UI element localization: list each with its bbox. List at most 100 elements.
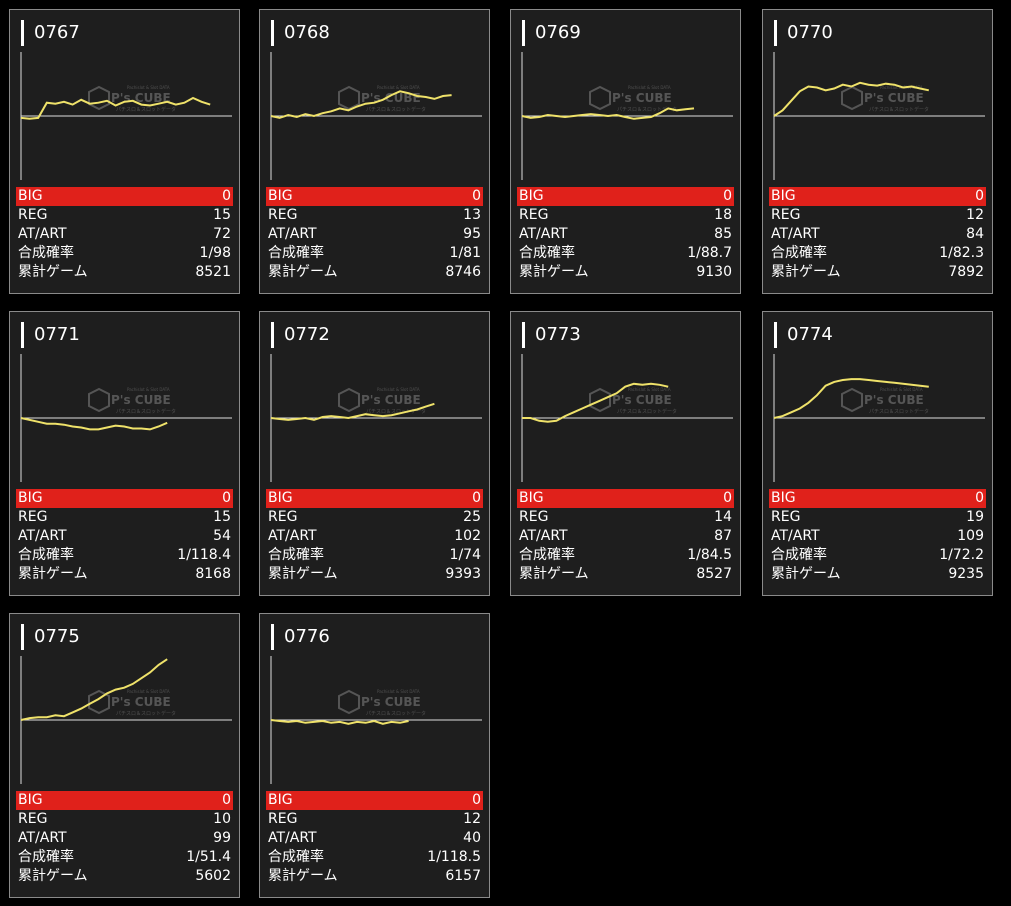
stat-label: AT/ART xyxy=(519,528,568,544)
stat-value: 10 xyxy=(213,811,231,827)
stat-row-games: 累計ゲーム 8527 xyxy=(517,565,734,584)
machine-number: 0772 xyxy=(271,322,330,348)
stat-value: 1/81 xyxy=(449,245,481,261)
stat-row-atart: AT/ART 85 xyxy=(517,225,734,244)
stat-row-atart: AT/ART 84 xyxy=(769,225,986,244)
stat-value: 0 xyxy=(472,490,481,506)
stat-value: 18 xyxy=(714,207,732,223)
stat-row-big: BIG 0 xyxy=(16,187,233,206)
machine-card-0775[interactable]: 0775 Pachislot & Slot DATA P's CUBE パチスロ… xyxy=(9,613,240,898)
machine-number: 0776 xyxy=(271,624,330,650)
stat-row-reg: REG 12 xyxy=(266,810,483,829)
watermark-logo-text: P's CUBE xyxy=(864,91,924,105)
stat-value: 12 xyxy=(966,207,984,223)
stat-value: 1/82.3 xyxy=(939,245,984,261)
stat-value: 0 xyxy=(222,490,231,506)
stat-value: 9130 xyxy=(696,264,732,280)
stat-label: BIG xyxy=(268,188,293,204)
stat-row-combined: 合成確率 1/82.3 xyxy=(769,244,986,263)
stat-label: REG xyxy=(519,207,549,223)
stat-value: 85 xyxy=(714,226,732,242)
stat-row-atart: AT/ART 54 xyxy=(16,527,233,546)
watermark-logo: Pachislot & Slot DATA P's CUBE パチスロ＆スロット… xyxy=(88,387,176,415)
stat-row-combined: 合成確率 1/74 xyxy=(266,546,483,565)
watermark-line2: パチスロ＆スロットデータ xyxy=(366,106,426,113)
stat-value: 14 xyxy=(714,509,732,525)
watermark-line2: パチスロ＆スロットデータ xyxy=(869,408,929,415)
stat-label: AT/ART xyxy=(771,226,820,242)
stat-label: 合成確率 xyxy=(268,849,324,865)
watermark-logo: Pachislot & Slot DATA P's CUBE パチスロ＆スロット… xyxy=(841,85,929,113)
stat-value: 12 xyxy=(463,811,481,827)
machine-card-0773[interactable]: 0773 Pachislot & Slot DATA P's CUBE パチスロ… xyxy=(510,311,741,596)
machine-number: 0768 xyxy=(271,20,330,46)
stat-label: REG xyxy=(771,509,801,525)
stat-label: BIG xyxy=(519,490,544,506)
stat-value: 0 xyxy=(472,792,481,808)
trend-graph: Pachislot & Slot DATA P's CUBE パチスロ＆スロット… xyxy=(20,656,232,784)
stat-value: 102 xyxy=(454,528,481,544)
watermark-line1: Pachislot & Slot DATA xyxy=(628,387,671,392)
stat-value: 0 xyxy=(723,490,732,506)
stat-row-games: 累計ゲーム 9130 xyxy=(517,263,734,282)
stat-label: 合成確率 xyxy=(18,849,74,865)
machine-card-0771[interactable]: 0771 Pachislot & Slot DATA P's CUBE パチスロ… xyxy=(9,311,240,596)
stat-label: AT/ART xyxy=(18,226,67,242)
stat-label: 累計ゲーム xyxy=(771,566,841,582)
machine-card-0768[interactable]: 0768 Pachislot & Slot DATA P's CUBE パチスロ… xyxy=(259,9,490,294)
watermark-line2: パチスロ＆スロットデータ xyxy=(116,408,176,415)
stat-row-atart: AT/ART 87 xyxy=(517,527,734,546)
stat-label: 累計ゲーム xyxy=(18,264,88,280)
stat-value: 15 xyxy=(213,207,231,223)
stat-label: 累計ゲーム xyxy=(519,264,589,280)
stat-label: 合成確率 xyxy=(18,245,74,261)
stat-label: 累計ゲーム xyxy=(771,264,841,280)
trend-graph: Pachislot & Slot DATA P's CUBE パチスロ＆スロット… xyxy=(773,52,985,180)
watermark-logo-text: P's CUBE xyxy=(361,695,421,709)
machine-number: 0767 xyxy=(21,20,80,46)
stat-label: BIG xyxy=(18,188,43,204)
stat-label: 累計ゲーム xyxy=(18,566,88,582)
stat-row-games: 累計ゲーム 7892 xyxy=(769,263,986,282)
stat-value: 0 xyxy=(222,188,231,204)
stat-label: REG xyxy=(268,811,298,827)
machine-card-0767[interactable]: 0767 Pachislot & Slot DATA P's CUBE パチスロ… xyxy=(9,9,240,294)
stat-value: 87 xyxy=(714,528,732,544)
watermark-line2: パチスロ＆スロットデータ xyxy=(617,408,677,415)
stat-label: BIG xyxy=(771,188,796,204)
stat-row-big: BIG 0 xyxy=(517,489,734,508)
machine-card-0776[interactable]: 0776 Pachislot & Slot DATA P's CUBE パチスロ… xyxy=(259,613,490,898)
stat-value: 19 xyxy=(966,509,984,525)
stat-value: 9235 xyxy=(948,566,984,582)
stat-row-reg: REG 15 xyxy=(16,206,233,225)
stat-row-atart: AT/ART 40 xyxy=(266,829,483,848)
watermark-line1: Pachislot & Slot DATA xyxy=(377,689,420,694)
stat-value: 99 xyxy=(213,830,231,846)
stat-label: 累計ゲーム xyxy=(268,868,338,884)
stats-table: BIG 0 REG 14 AT/ART 87 合成確率 1/84.5 累計ゲーム 8527 xyxy=(517,489,734,584)
stat-label: BIG xyxy=(18,490,43,506)
stat-row-atart: AT/ART 95 xyxy=(266,225,483,244)
stat-value: 1/51.4 xyxy=(186,849,231,865)
stat-row-reg: REG 25 xyxy=(266,508,483,527)
machine-number: 0774 xyxy=(774,322,833,348)
machine-card-0769[interactable]: 0769 Pachislot & Slot DATA P's CUBE パチスロ… xyxy=(510,9,741,294)
stat-row-big: BIG 0 xyxy=(266,187,483,206)
stat-value: 1/98 xyxy=(199,245,231,261)
watermark-line1: Pachislot & Slot DATA xyxy=(127,689,170,694)
machine-card-0770[interactable]: 0770 Pachislot & Slot DATA P's CUBE パチスロ… xyxy=(762,9,993,294)
stat-row-combined: 合成確率 1/81 xyxy=(266,244,483,263)
trend-graph: Pachislot & Slot DATA P's CUBE パチスロ＆スロット… xyxy=(20,354,232,482)
stat-label: BIG xyxy=(519,188,544,204)
machine-card-0774[interactable]: 0774 Pachislot & Slot DATA P's CUBE パチスロ… xyxy=(762,311,993,596)
stat-label: REG xyxy=(18,509,48,525)
stat-row-reg: REG 13 xyxy=(266,206,483,225)
stat-value: 0 xyxy=(222,792,231,808)
stat-value: 5602 xyxy=(195,868,231,884)
stat-row-games: 累計ゲーム 8521 xyxy=(16,263,233,282)
stat-value: 13 xyxy=(463,207,481,223)
stat-value: 1/88.7 xyxy=(687,245,732,261)
watermark-logo: Pachislot & Slot DATA P's CUBE パチスロ＆スロット… xyxy=(589,85,677,113)
stat-row-combined: 合成確率 1/118.4 xyxy=(16,546,233,565)
machine-card-0772[interactable]: 0772 Pachislot & Slot DATA P's CUBE パチスロ… xyxy=(259,311,490,596)
